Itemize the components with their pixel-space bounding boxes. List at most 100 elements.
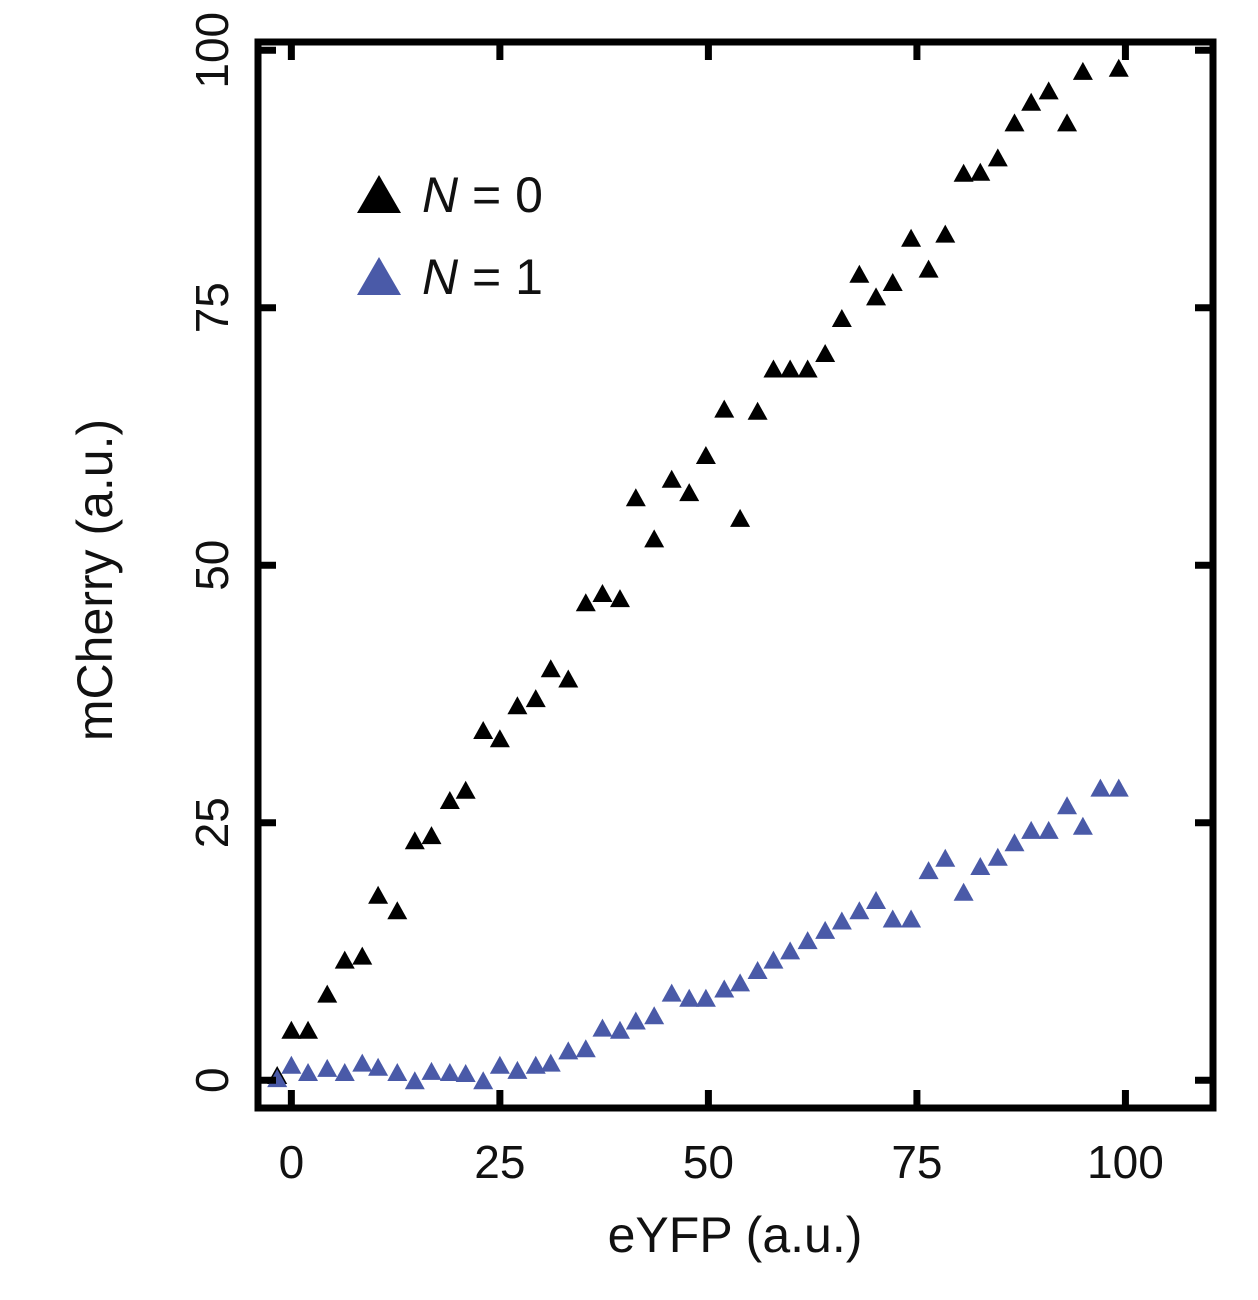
point-series1-12 bbox=[473, 1071, 494, 1090]
legend: N = 0 N = 1 bbox=[357, 167, 543, 305]
point-series1-33 bbox=[831, 911, 852, 930]
point-series1-24 bbox=[679, 988, 700, 1007]
point-series1-11 bbox=[455, 1063, 476, 1082]
point-series0-21 bbox=[625, 488, 646, 507]
point-series1-26 bbox=[714, 979, 735, 998]
x-axis-label: eYFP (a.u.) bbox=[608, 1207, 863, 1263]
point-series1-34 bbox=[849, 901, 870, 920]
point-series1-4 bbox=[334, 1062, 355, 1081]
y-tick-labels: 0 25 50 75 100 bbox=[186, 12, 238, 1093]
point-series0-25 bbox=[695, 446, 716, 465]
point-series1-27 bbox=[730, 973, 751, 992]
point-series1-49 bbox=[1108, 778, 1129, 797]
point-series1-36 bbox=[882, 909, 903, 928]
point-series1-5 bbox=[352, 1053, 373, 1072]
point-series0-14 bbox=[507, 696, 528, 715]
point-series0-41 bbox=[970, 162, 991, 181]
x-tick-label: 0 bbox=[279, 1136, 305, 1188]
point-series0-11 bbox=[455, 780, 476, 799]
point-series0-3 bbox=[317, 984, 338, 1003]
point-series1-16 bbox=[540, 1053, 561, 1072]
point-series1-18 bbox=[575, 1039, 596, 1058]
point-series1-25 bbox=[695, 988, 716, 1007]
point-series0-36 bbox=[882, 272, 903, 291]
y-tick-label: 50 bbox=[186, 540, 238, 591]
point-series1-37 bbox=[901, 909, 922, 928]
point-series0-20 bbox=[609, 589, 630, 608]
point-series0-29 bbox=[763, 359, 784, 378]
point-series1-23 bbox=[661, 983, 682, 1002]
point-series1-40 bbox=[953, 882, 974, 901]
x-tick-label: 75 bbox=[891, 1136, 942, 1188]
legend-rest: = 1 bbox=[458, 249, 543, 305]
axis-ticks bbox=[258, 42, 1213, 1108]
point-series1-47 bbox=[1072, 816, 1093, 835]
y-tick-label: 0 bbox=[186, 1067, 238, 1093]
point-series1-30 bbox=[780, 941, 801, 960]
point-series1-15 bbox=[525, 1055, 546, 1074]
x-tick-label: 50 bbox=[683, 1136, 734, 1188]
point-series1-13 bbox=[489, 1055, 510, 1074]
legend-entry-n1: N = 1 bbox=[357, 249, 543, 305]
point-series1-41 bbox=[970, 856, 991, 875]
legend-marker-n0 bbox=[357, 175, 401, 213]
point-series0-37 bbox=[901, 228, 922, 247]
point-series0-33 bbox=[831, 309, 852, 328]
point-series1-22 bbox=[644, 1006, 665, 1025]
legend-label-n0: N = 0 bbox=[422, 167, 543, 223]
x-tick-label: 100 bbox=[1087, 1136, 1164, 1188]
point-series0-43 bbox=[1004, 113, 1025, 132]
point-series1-10 bbox=[439, 1062, 460, 1081]
legend-entry-n0: N = 0 bbox=[357, 167, 543, 223]
point-series1-9 bbox=[421, 1061, 442, 1080]
point-series0-23 bbox=[661, 469, 682, 488]
point-series1-21 bbox=[625, 1011, 646, 1030]
point-series0-38 bbox=[918, 259, 939, 278]
legend-label-n1: N = 1 bbox=[422, 249, 543, 305]
point-series0-44 bbox=[1021, 92, 1042, 111]
point-series1-39 bbox=[935, 848, 956, 867]
point-series0-8 bbox=[404, 831, 425, 850]
point-series0-47 bbox=[1072, 61, 1093, 80]
point-series1-38 bbox=[918, 861, 939, 880]
point-series1-43 bbox=[1004, 833, 1025, 852]
point-series1-31 bbox=[797, 931, 818, 950]
point-series1-2 bbox=[298, 1062, 319, 1081]
y-tick-label: 25 bbox=[186, 797, 238, 848]
point-series1-45 bbox=[1038, 820, 1059, 839]
y-tick-label: 100 bbox=[186, 12, 238, 89]
point-series1-29 bbox=[763, 950, 784, 969]
point-series0-19 bbox=[592, 584, 613, 603]
point-series1-1 bbox=[281, 1055, 302, 1074]
point-series1-35 bbox=[866, 890, 887, 909]
x-tick-label: 25 bbox=[474, 1136, 525, 1188]
legend-rest: = 0 bbox=[458, 167, 543, 223]
point-series1-3 bbox=[317, 1058, 338, 1077]
x-tick-labels: 0 25 50 75 100 bbox=[279, 1136, 1164, 1188]
point-series1-44 bbox=[1021, 820, 1042, 839]
point-series0-40 bbox=[953, 163, 974, 182]
point-series1-32 bbox=[815, 920, 836, 939]
y-axis-label: mCherry (a.u.) bbox=[67, 419, 123, 741]
point-series0-35 bbox=[866, 287, 887, 306]
point-series1-20 bbox=[609, 1020, 630, 1039]
point-series0-48 bbox=[1108, 58, 1129, 77]
point-series0-5 bbox=[352, 946, 373, 965]
point-series0-45 bbox=[1038, 81, 1059, 100]
point-series1-46 bbox=[1057, 796, 1078, 815]
point-series0-9 bbox=[421, 826, 442, 845]
point-series0-24 bbox=[679, 483, 700, 502]
legend-var: N bbox=[422, 167, 459, 223]
point-series0-42 bbox=[987, 148, 1008, 167]
point-series0-7 bbox=[387, 901, 408, 920]
point-series0-22 bbox=[644, 529, 665, 548]
point-series0-4 bbox=[334, 950, 355, 969]
point-series1-7 bbox=[387, 1062, 408, 1081]
point-series0-13 bbox=[489, 729, 510, 748]
point-series1-19 bbox=[592, 1018, 613, 1037]
point-series0-39 bbox=[935, 224, 956, 243]
legend-var: N bbox=[422, 249, 459, 305]
point-series1-6 bbox=[368, 1057, 389, 1076]
point-series0-18 bbox=[575, 593, 596, 612]
point-series0-30 bbox=[780, 359, 801, 378]
